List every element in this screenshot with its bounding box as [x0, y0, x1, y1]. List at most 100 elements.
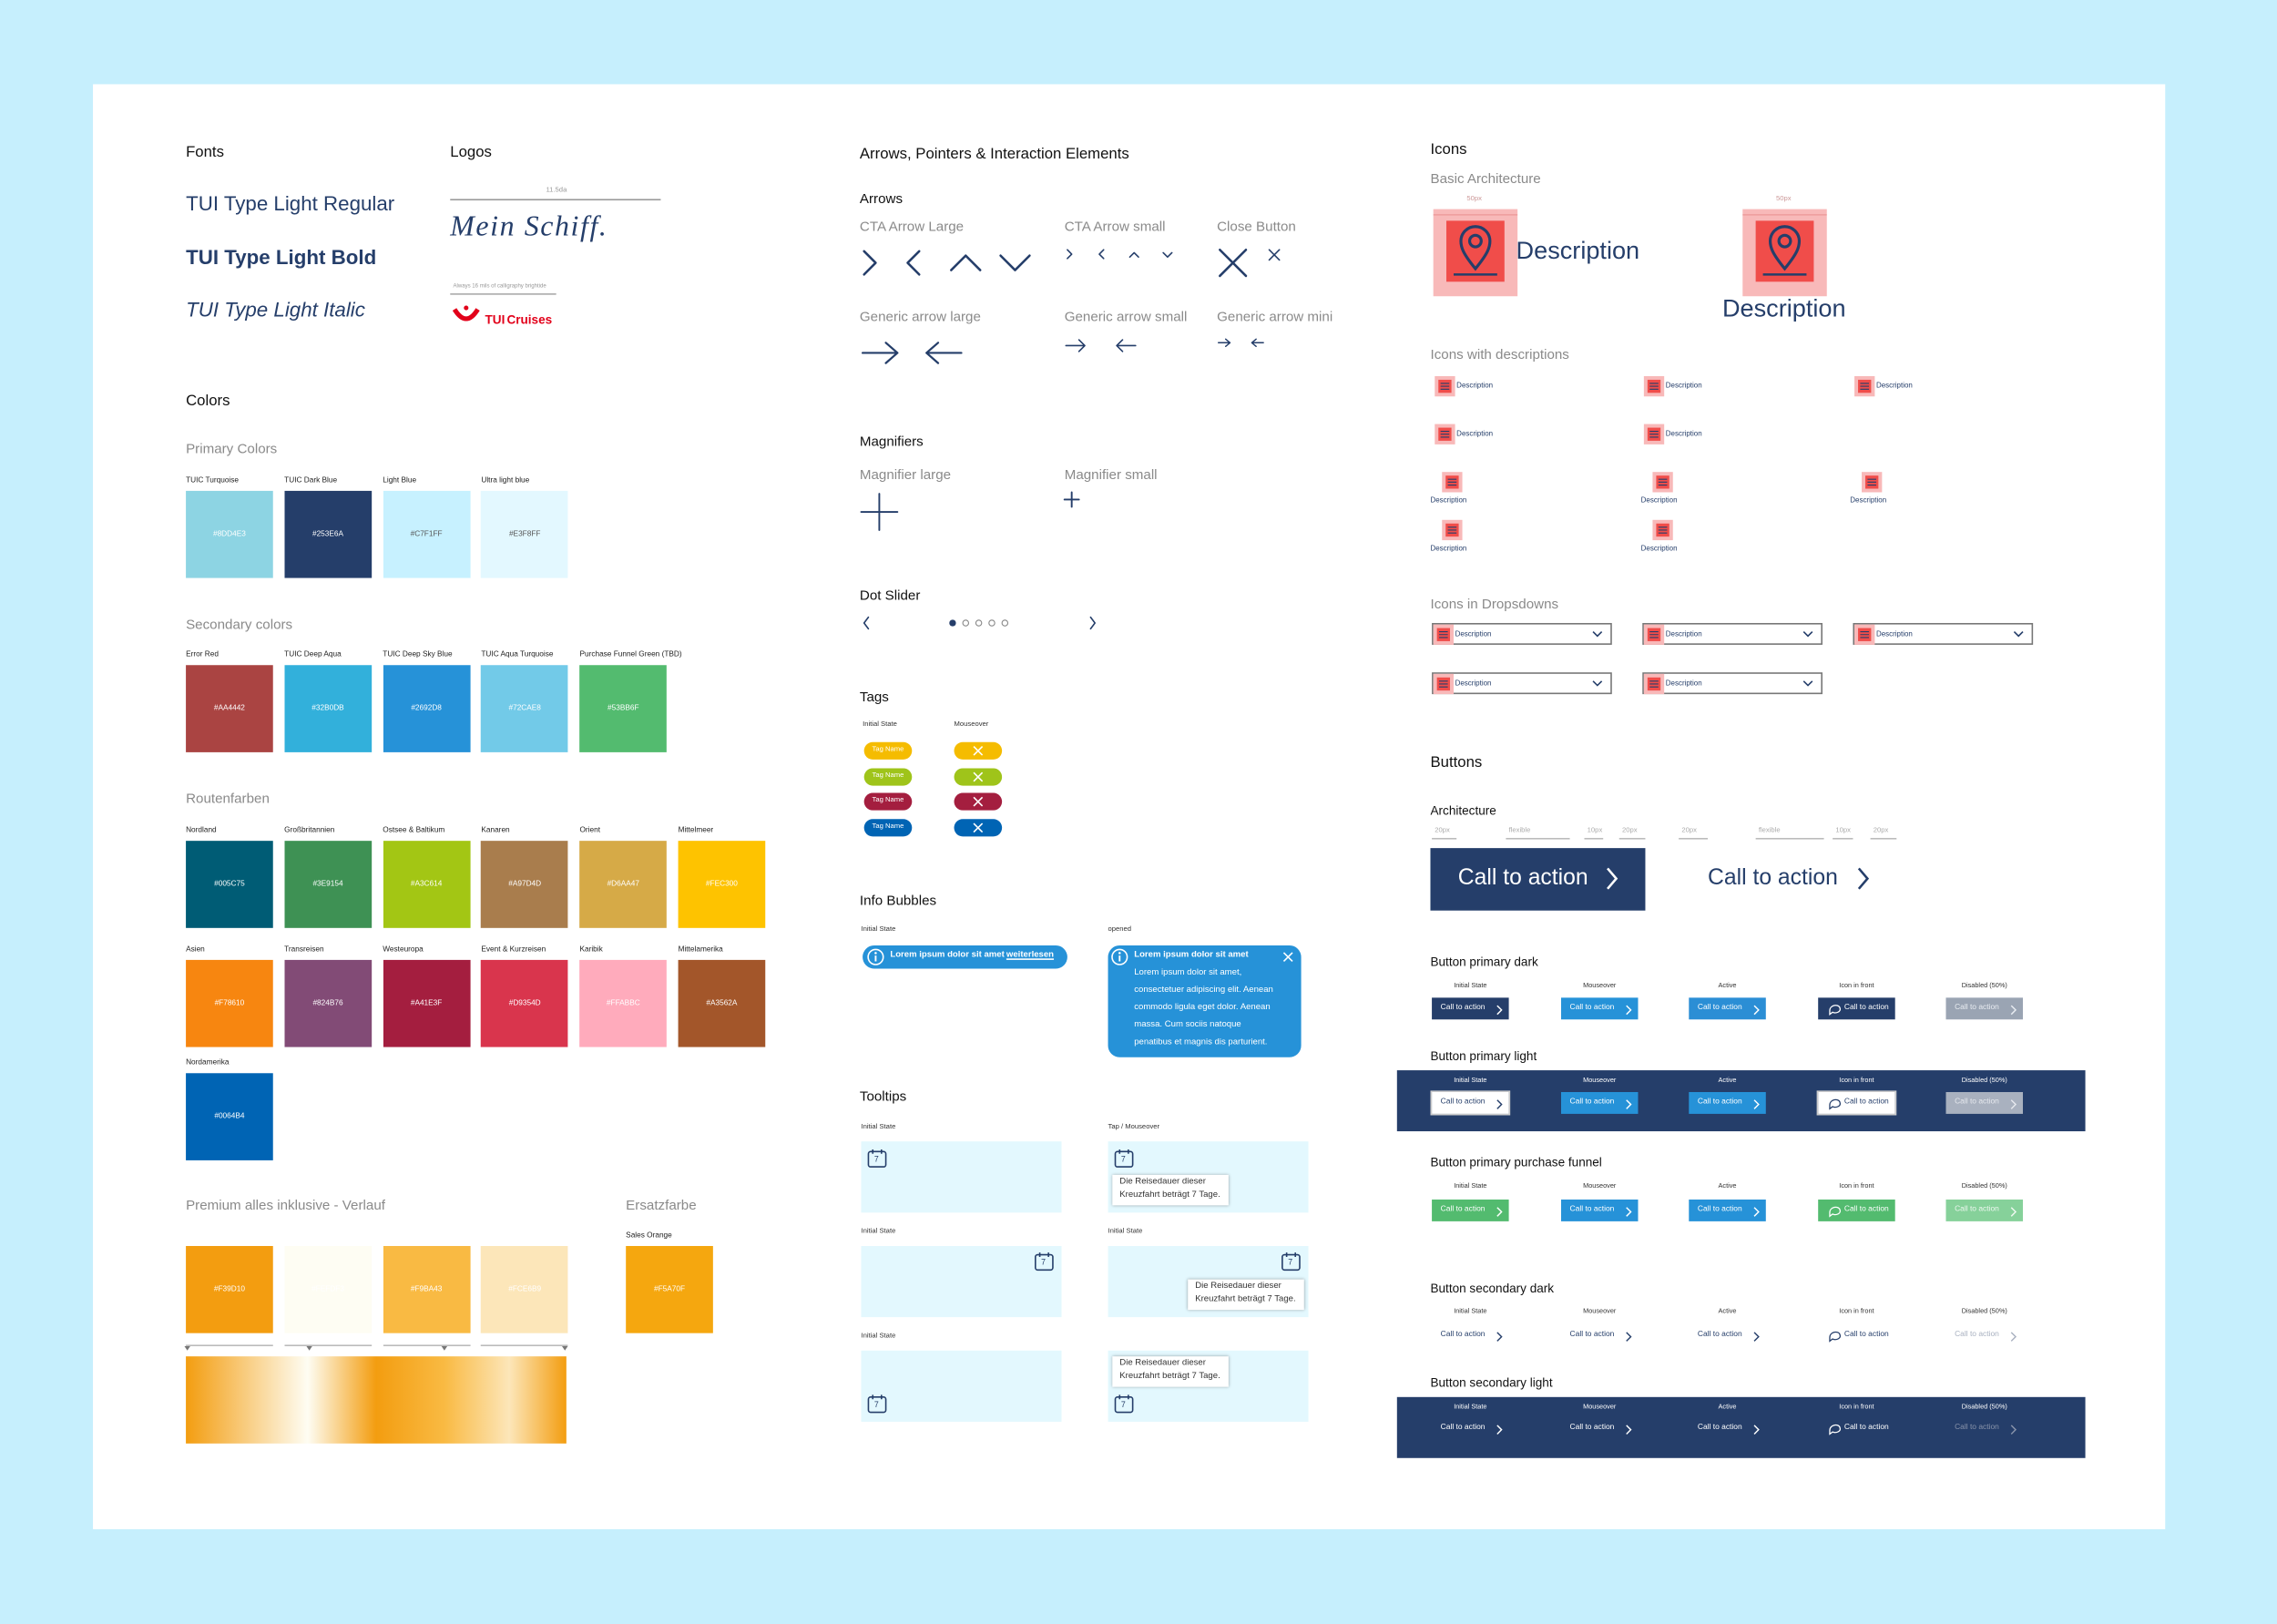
dropdown-chevron: [1591, 630, 1603, 638]
path-part: [1268, 249, 1281, 261]
tooltip-area: [861, 1245, 1062, 1318]
section-heading: Arrows, Pointers & Interaction Elements: [859, 144, 1129, 163]
font-sample: TUI Type Light Regular: [186, 190, 395, 215]
button-text: Call to action: [1843, 1098, 1889, 1108]
path-part: [1065, 339, 1086, 352]
swatch: [186, 1073, 273, 1160]
tiny-label: Initial State: [861, 926, 896, 935]
swatch-name: Ostsee & Baltikum: [383, 826, 445, 835]
path-part: [1219, 248, 1248, 278]
svg-part: [1643, 375, 1665, 397]
button-text: Call to action: [1697, 1424, 1742, 1433]
swatch: [481, 665, 569, 752]
dropdown-text: Description: [1665, 629, 1702, 638]
swatch-hex: #A3C614: [410, 880, 443, 889]
button-chevron: [2010, 1098, 2017, 1109]
cta-arrows-large: [861, 249, 1031, 278]
swatch-hex: #253E6A: [311, 529, 344, 539]
svg-part: [1435, 424, 1455, 444]
tiny-label: 20px: [1873, 827, 1889, 835]
bubble-body: commodo ligula eget dolor. Aenean: [1134, 1003, 1271, 1013]
svg-part: [867, 948, 884, 965]
swatch-hex: #D9354D: [508, 998, 541, 1008]
bubble-body: penatibus et magnis dis parturient.: [1134, 1037, 1268, 1047]
button: [1945, 1199, 2023, 1221]
button-text: Call to action: [1569, 1205, 1615, 1215]
icon-architecture: [1742, 209, 1827, 297]
g-part: [1217, 338, 1264, 347]
svg-part: [562, 1346, 568, 1351]
gradient-stop: [441, 1346, 448, 1352]
svg-part: [861, 342, 963, 364]
dropdown: [1642, 622, 1823, 645]
button-text: Call to action: [1569, 1424, 1615, 1433]
button-text: Call to action: [1569, 1330, 1615, 1340]
icon-description: Description: [1430, 544, 1467, 554]
generic-arrows-mini: [1217, 337, 1266, 349]
svg-part: [1592, 631, 1603, 638]
swatch: [383, 841, 470, 928]
button-chevron: [1752, 1004, 1760, 1015]
dimension-line: [1584, 837, 1604, 839]
swatch-name: Ultra light blue: [481, 475, 530, 485]
bubble-body: consectetuer adipiscing elit. Aenean: [1134, 986, 1273, 996]
icon-small: [1435, 375, 1455, 397]
svg-part: [1753, 1098, 1760, 1109]
swatch-hex: #005C75: [214, 880, 245, 889]
path-part: [1496, 1331, 1503, 1342]
tiny-label: 20px: [1435, 827, 1450, 835]
svg-part: [1114, 1394, 1134, 1414]
svg-part: [1626, 1206, 1632, 1217]
swatch-name: TUIC Deep Sky Blue: [383, 650, 453, 659]
g-part: [861, 342, 963, 364]
svg-part: [184, 1346, 190, 1351]
icon-description: Description: [1640, 496, 1678, 506]
swatch: [186, 1245, 273, 1333]
button-text: Call to action: [1955, 1205, 1999, 1215]
subheading: Primary Colors: [186, 442, 278, 458]
swatch-hex: #72CAE8: [508, 704, 541, 713]
svg-part: [1742, 209, 1827, 297]
path-part: [2010, 1098, 2017, 1109]
subsection-heading: Magnifiers: [859, 434, 924, 451]
button-text: Call to action: [1440, 1330, 1486, 1340]
svg-part: [1753, 1424, 1760, 1435]
svg-part: [441, 1346, 448, 1351]
magnifier-small: [1063, 491, 1080, 508]
svg-part: [1433, 673, 1454, 694]
dropdown-chevron: [1591, 679, 1603, 687]
swatch: [481, 490, 569, 578]
button-chevron: [1752, 1424, 1760, 1435]
subheading: Generic arrow mini: [1217, 310, 1333, 326]
path-part: [1649, 430, 1659, 438]
dropdown-text: Description: [1455, 629, 1492, 638]
gradient-stop: [562, 1346, 568, 1352]
svg-part: [954, 792, 1003, 811]
path-part: [1592, 631, 1603, 638]
generic-arrows-small: [1065, 338, 1140, 352]
button-chevron: [1625, 1206, 1632, 1217]
state-label: Initial State: [1454, 1182, 1487, 1190]
subsection-heading: Architecture: [1430, 802, 1496, 818]
dark-band: [1396, 1396, 2086, 1458]
swatch-name: Nordland: [186, 826, 217, 835]
dot-slider: [861, 616, 1100, 630]
swatch-name: Event & Kurzreisen: [481, 945, 546, 955]
svg-part: [1626, 1004, 1632, 1015]
path-part: [1118, 1149, 1129, 1154]
path-part: [1626, 1098, 1632, 1109]
svg-part: [867, 1394, 887, 1414]
tooltip-text: Kreuzfahrt beträgt 7 Tage.: [1195, 1295, 1296, 1305]
swatch-hex: #F78610: [214, 998, 245, 1008]
circle-part: [1118, 952, 1121, 955]
path-part: [1607, 867, 1618, 890]
icon-small: [1643, 424, 1665, 444]
tiny-label: Initial State: [863, 721, 897, 730]
icon-small: [1652, 472, 1673, 493]
path-part: [1089, 616, 1096, 630]
icon-small: [1643, 673, 1665, 694]
dropdown-text: Description: [1665, 679, 1702, 688]
swatch-hex: #A3562A: [706, 998, 738, 1008]
svg-part: [863, 616, 1096, 630]
